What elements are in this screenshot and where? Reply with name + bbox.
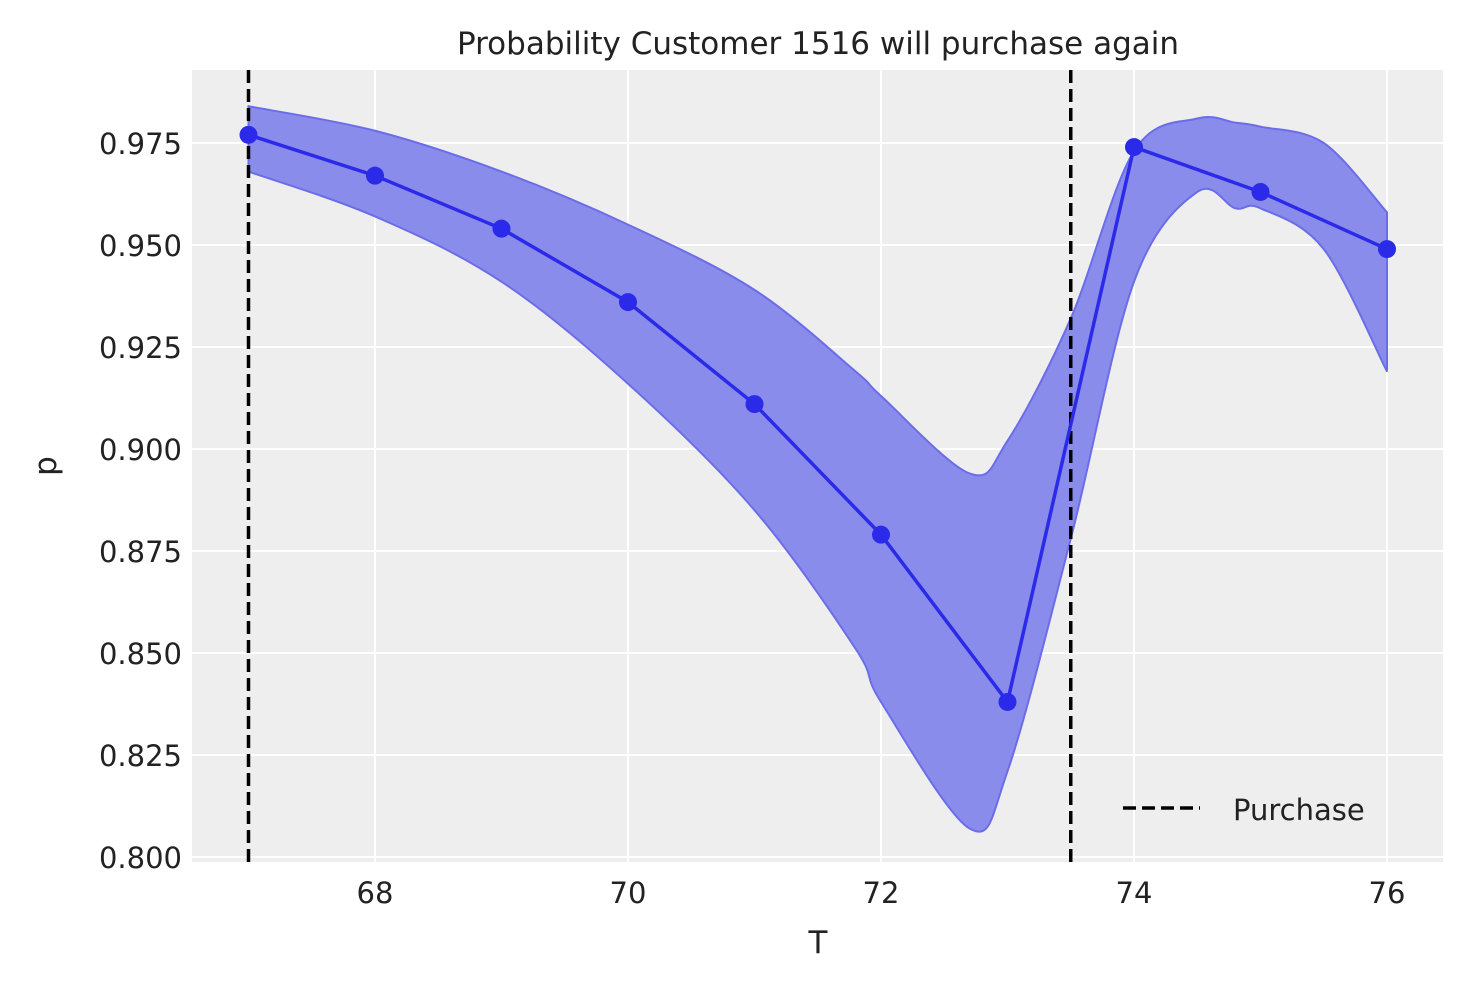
data-point [998, 692, 1017, 711]
legend: Purchase [1123, 793, 1365, 827]
data-point [1125, 138, 1143, 157]
x-axis-label: T [808, 925, 829, 961]
data-point [1378, 240, 1396, 259]
x-tick-label: 76 [1369, 876, 1406, 910]
series [239, 125, 1396, 711]
data-point [619, 293, 637, 312]
x-tick-label: 74 [1116, 876, 1153, 910]
data-point [492, 219, 511, 238]
data-point [1251, 182, 1270, 201]
y-tick-label: 0.975 [99, 127, 182, 161]
y-tick-label: 0.800 [99, 841, 182, 875]
chart-title: Probability Customer 1516 will purchase … [457, 26, 1179, 62]
data-point [745, 395, 764, 414]
x-tick-label: 72 [863, 876, 900, 910]
data-point [872, 525, 890, 544]
x-ticks: 68 70 72 74 76 [357, 876, 1406, 910]
y-tick-label: 0.900 [99, 433, 182, 467]
y-tick-label: 0.875 [99, 535, 182, 569]
y-tick-label: 0.950 [99, 229, 182, 263]
data-point [239, 125, 258, 144]
x-tick-label: 68 [357, 876, 394, 910]
y-tick-label: 0.925 [99, 331, 182, 365]
legend-label: Purchase [1233, 793, 1365, 827]
data-point [366, 166, 384, 185]
y-axis-label: p [28, 456, 64, 476]
y-tick-label: 0.825 [99, 739, 182, 773]
y-tick-label: 0.850 [99, 637, 182, 671]
series-line [247, 133, 1388, 707]
y-ticks: 0.800 0.825 0.850 0.875 0.900 0.925 0.950 0.975 [99, 127, 182, 875]
x-tick-label: 70 [610, 876, 647, 910]
